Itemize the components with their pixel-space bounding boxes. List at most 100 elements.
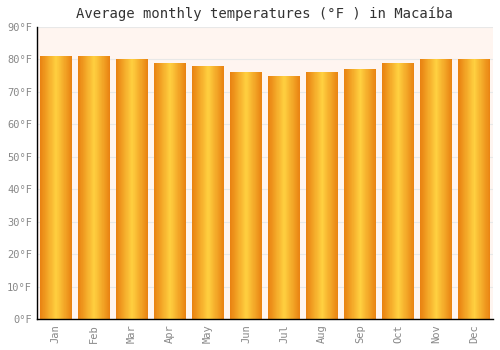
- Bar: [297, 76, 298, 320]
- Bar: [286, 76, 287, 320]
- Bar: [99, 56, 100, 320]
- Bar: [173, 63, 174, 320]
- Bar: [78, 56, 79, 320]
- Bar: [239, 72, 240, 320]
- Bar: [413, 63, 414, 320]
- Bar: [432, 59, 433, 320]
- Bar: [447, 59, 448, 320]
- Bar: [296, 76, 297, 320]
- Bar: [182, 63, 183, 320]
- Bar: [445, 59, 446, 320]
- Bar: [179, 63, 180, 320]
- Bar: [407, 63, 408, 320]
- Bar: [367, 69, 368, 320]
- Bar: [299, 76, 300, 320]
- Bar: [248, 72, 249, 320]
- Bar: [431, 59, 432, 320]
- Bar: [64, 56, 65, 320]
- Bar: [157, 63, 158, 320]
- Bar: [481, 59, 482, 320]
- Bar: [106, 56, 107, 320]
- Bar: [209, 66, 210, 320]
- Bar: [283, 76, 284, 320]
- Bar: [211, 66, 212, 320]
- Bar: [168, 63, 169, 320]
- Bar: [470, 59, 471, 320]
- Bar: [326, 72, 327, 320]
- Bar: [180, 63, 181, 320]
- Bar: [412, 63, 413, 320]
- Bar: [198, 66, 200, 320]
- Bar: [466, 59, 467, 320]
- Bar: [232, 72, 233, 320]
- Bar: [240, 72, 241, 320]
- Bar: [389, 63, 390, 320]
- Bar: [97, 56, 98, 320]
- Bar: [141, 59, 142, 320]
- Bar: [383, 63, 384, 320]
- Bar: [435, 59, 436, 320]
- Bar: [250, 72, 251, 320]
- Bar: [201, 66, 202, 320]
- Bar: [406, 63, 407, 320]
- Bar: [51, 56, 52, 320]
- Bar: [185, 63, 186, 320]
- Bar: [238, 72, 239, 320]
- Bar: [234, 72, 235, 320]
- Bar: [287, 76, 288, 320]
- Bar: [482, 59, 483, 320]
- Bar: [443, 59, 444, 320]
- Bar: [42, 56, 43, 320]
- Bar: [138, 59, 139, 320]
- Bar: [294, 76, 296, 320]
- Bar: [409, 63, 410, 320]
- Bar: [144, 59, 145, 320]
- Bar: [289, 76, 290, 320]
- Bar: [368, 69, 369, 320]
- Bar: [320, 72, 321, 320]
- Bar: [268, 76, 269, 320]
- Bar: [200, 66, 201, 320]
- Bar: [57, 56, 58, 320]
- Bar: [193, 66, 194, 320]
- Bar: [95, 56, 96, 320]
- Bar: [474, 59, 475, 320]
- Bar: [394, 63, 395, 320]
- Bar: [108, 56, 109, 320]
- Bar: [129, 59, 130, 320]
- Bar: [391, 63, 392, 320]
- Bar: [327, 72, 328, 320]
- Bar: [241, 72, 242, 320]
- Bar: [442, 59, 443, 320]
- Bar: [307, 72, 308, 320]
- Bar: [488, 59, 489, 320]
- Bar: [101, 56, 102, 320]
- Bar: [293, 76, 294, 320]
- Bar: [489, 59, 490, 320]
- Bar: [269, 76, 270, 320]
- Bar: [313, 72, 314, 320]
- Bar: [60, 56, 61, 320]
- Bar: [46, 56, 47, 320]
- Bar: [56, 56, 57, 320]
- Bar: [384, 63, 385, 320]
- Bar: [67, 56, 68, 320]
- Bar: [158, 63, 159, 320]
- Bar: [251, 72, 252, 320]
- Bar: [258, 72, 259, 320]
- Bar: [462, 59, 464, 320]
- Bar: [449, 59, 450, 320]
- Bar: [253, 72, 254, 320]
- Bar: [143, 59, 144, 320]
- Bar: [208, 66, 209, 320]
- Bar: [429, 59, 430, 320]
- Bar: [134, 59, 135, 320]
- Bar: [206, 66, 207, 320]
- Bar: [261, 72, 262, 320]
- Bar: [356, 69, 357, 320]
- Bar: [223, 66, 224, 320]
- Bar: [354, 69, 355, 320]
- Bar: [348, 69, 349, 320]
- Bar: [285, 76, 286, 320]
- Bar: [483, 59, 484, 320]
